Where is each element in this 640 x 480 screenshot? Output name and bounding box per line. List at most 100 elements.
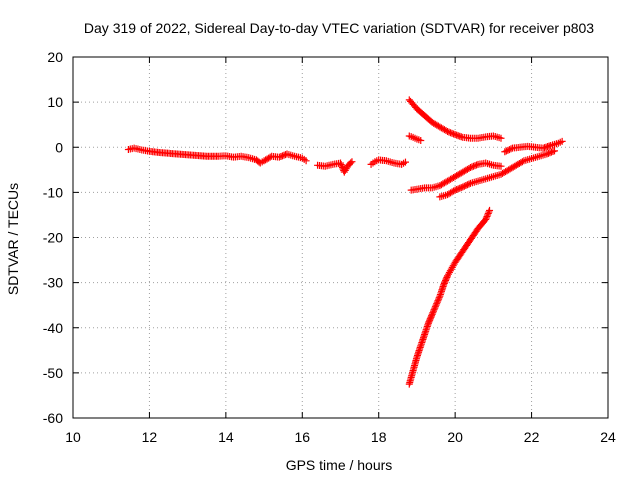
data-point	[448, 129, 456, 137]
x-axis-label: GPS time / hours	[286, 457, 393, 473]
data-point	[482, 214, 490, 222]
data-point	[450, 130, 458, 138]
data-point	[433, 300, 441, 308]
data-point	[441, 278, 449, 286]
data-point	[544, 149, 552, 157]
y-tick-label: 10	[47, 94, 63, 110]
data-point	[518, 158, 526, 166]
data-point	[443, 273, 451, 281]
data-point	[484, 211, 492, 219]
x-tick-label: 24	[600, 429, 616, 445]
data-point	[453, 185, 461, 193]
data-point	[444, 127, 451, 135]
data-point	[507, 145, 515, 153]
data-point	[277, 153, 285, 161]
data-point	[450, 187, 458, 195]
data-point	[429, 309, 437, 317]
data-point	[278, 152, 286, 160]
data-point	[485, 208, 493, 216]
data-point	[428, 310, 436, 318]
data-point	[417, 136, 425, 144]
data-point	[337, 161, 345, 169]
data-point	[348, 158, 356, 166]
data-point	[454, 185, 462, 193]
y-tick-label: -30	[43, 275, 63, 291]
data-point	[435, 295, 443, 303]
x-tick-label: 16	[294, 429, 310, 445]
data-point	[558, 137, 566, 145]
data-point	[497, 134, 505, 142]
data-point	[459, 183, 467, 191]
data-point	[471, 162, 479, 170]
data-point	[456, 184, 464, 192]
data-point	[466, 164, 474, 172]
data-point	[445, 128, 453, 136]
data-point	[486, 206, 494, 214]
data-point	[347, 159, 355, 167]
data-point	[497, 162, 505, 170]
y-tick-label: -10	[43, 184, 63, 200]
data-point	[465, 164, 473, 172]
data-point	[483, 212, 491, 220]
data-point	[543, 150, 551, 158]
data-point	[482, 215, 490, 223]
data-point	[430, 306, 438, 314]
data-point	[468, 163, 476, 171]
y-tick-label: 20	[47, 49, 63, 65]
data-point	[501, 148, 509, 156]
data-point	[429, 307, 437, 315]
data-point	[426, 316, 434, 324]
data-point	[424, 319, 432, 327]
data-point	[505, 146, 513, 154]
x-tick-label: 12	[142, 429, 158, 445]
data-points	[124, 96, 566, 388]
data-point	[546, 149, 554, 157]
grid	[73, 57, 608, 418]
data-point	[502, 147, 510, 155]
data-point	[462, 182, 470, 190]
data-point	[435, 294, 443, 302]
data-point	[460, 182, 468, 190]
y-tick-label: -20	[43, 230, 63, 246]
data-point	[434, 297, 442, 305]
data-point	[440, 281, 448, 289]
data-point	[549, 147, 557, 155]
data-point	[442, 275, 450, 283]
data-point	[451, 186, 459, 194]
data-point	[465, 180, 473, 188]
data-point	[504, 146, 512, 154]
y-tick-label: -50	[43, 365, 63, 381]
data-point	[551, 147, 558, 155]
data-point	[457, 184, 465, 192]
y-tick-label: -60	[43, 410, 63, 426]
data-point	[425, 318, 433, 326]
y-axis-label: SDTVAR / TECUs	[5, 183, 21, 295]
x-tick-label: 20	[447, 429, 463, 445]
axis-ticks: 10 12 14 16 18 20 22 24 -60 -50 -40 -30 -20 -10 0 10 20	[43, 49, 616, 445]
data-point	[302, 157, 310, 165]
data-point	[442, 127, 450, 135]
data-point	[427, 313, 435, 321]
data-point	[275, 153, 283, 161]
x-tick-label: 14	[218, 429, 234, 445]
data-point	[473, 161, 481, 169]
chart-title: Day 319 of 2022, Sidereal Day-to-day VTE…	[84, 20, 594, 36]
data-point	[447, 129, 455, 137]
data-point	[431, 304, 439, 312]
y-tick-label: -40	[43, 320, 63, 336]
data-point	[433, 298, 441, 306]
data-point	[547, 148, 555, 156]
data-point	[337, 159, 344, 167]
data-point	[401, 158, 409, 166]
data-point	[442, 276, 450, 284]
data-point	[440, 279, 448, 287]
data-point	[469, 162, 477, 170]
y-tick-label: 0	[55, 139, 63, 155]
data-point	[432, 301, 440, 309]
data-point	[431, 303, 439, 311]
data-point	[280, 151, 288, 159]
data-point	[338, 162, 346, 170]
data-point	[428, 312, 436, 320]
